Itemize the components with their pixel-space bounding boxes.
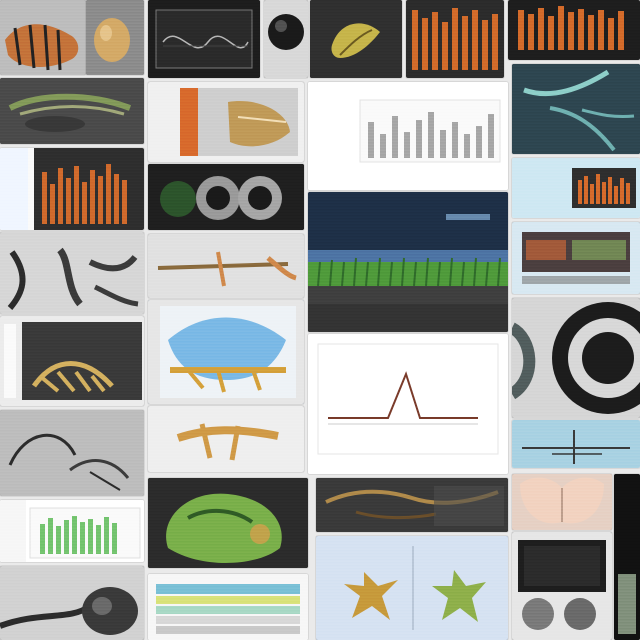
tile-middle-table xyxy=(148,574,308,640)
tile-middle-green-creature xyxy=(148,478,308,568)
tile-left-chart-1 xyxy=(0,148,144,230)
tile-center-roots-art xyxy=(316,478,508,532)
tile-left-tree-roots-art xyxy=(0,232,144,314)
tile-right-edge-strip xyxy=(614,474,640,640)
tile-center-starfish xyxy=(316,536,508,640)
tile-top-screen-waveform-art xyxy=(148,0,260,78)
tile-left-hand-drawn xyxy=(0,410,144,496)
tile-right-monitor-art xyxy=(512,532,612,640)
tile-left-bottom-closeup-art xyxy=(0,566,144,640)
tile-top-left-animal-stripes-art xyxy=(0,0,86,75)
tile-left-hand-drawn-art xyxy=(0,410,144,496)
tile-center-bar-chart-art xyxy=(308,82,508,190)
tile-center-night-field-art xyxy=(308,192,508,332)
tile-left-chart-1-art xyxy=(0,148,144,230)
tile-top-orange-bars xyxy=(406,0,504,78)
tile-top-left-egg-art xyxy=(86,0,144,75)
tile-right-lab-screen xyxy=(512,222,640,294)
tile-right-lab-screen-art xyxy=(512,222,640,294)
tile-left-rib-skeleton-art xyxy=(0,316,144,406)
tile-left-bottom-closeup xyxy=(0,566,144,640)
tile-left-fossil-1-art xyxy=(0,78,144,144)
tile-left-tree-roots xyxy=(0,232,144,314)
tile-right-dark-ring xyxy=(512,298,640,418)
tile-right-small-strip xyxy=(512,420,640,468)
tile-center-line-chart xyxy=(308,334,508,474)
tile-top-orb-art xyxy=(264,0,308,78)
tile-middle-blue-specimen-art xyxy=(148,300,304,404)
tile-middle-blue-specimen xyxy=(148,300,304,404)
tile-right-roots-art xyxy=(512,64,640,154)
tile-middle-bone-art xyxy=(148,234,304,298)
tile-top-left-egg xyxy=(86,0,144,75)
tile-middle-eyes-art xyxy=(148,164,304,230)
tile-top-leaf xyxy=(310,0,402,78)
tile-left-rib-skeleton xyxy=(0,316,144,406)
tile-top-screen-waveform xyxy=(148,0,260,78)
tile-center-bar-chart xyxy=(308,82,508,190)
tile-middle-green-creature-art xyxy=(148,478,308,568)
tile-center-roots xyxy=(316,478,508,532)
tile-top-left-animal-stripes xyxy=(0,0,86,75)
tile-middle-specimen-1-art xyxy=(148,82,304,162)
tile-right-monitor xyxy=(512,532,612,640)
tile-right-roots xyxy=(512,64,640,154)
tile-right-edge-strip-art xyxy=(614,474,640,640)
tile-top-orange-bars-2 xyxy=(508,0,640,60)
tile-center-starfish-art xyxy=(316,536,508,640)
tile-middle-table-art xyxy=(148,574,308,640)
tile-middle-bone-2-art xyxy=(148,406,304,472)
tile-middle-eyes xyxy=(148,164,304,230)
tile-right-dark-ring-art xyxy=(512,298,640,418)
tile-right-small-strip-art xyxy=(512,420,640,468)
tile-top-leaf-art xyxy=(310,0,402,78)
tile-center-night-field xyxy=(308,192,508,332)
tile-right-skin xyxy=(512,474,612,530)
tile-left-fossil-1 xyxy=(0,78,144,144)
tile-center-line-chart-art xyxy=(308,334,508,474)
tile-middle-bone-2 xyxy=(148,406,304,472)
tile-left-green-bars xyxy=(0,500,144,562)
tile-right-orange-chart xyxy=(512,158,640,218)
tile-right-orange-chart-art xyxy=(512,158,640,218)
tile-left-green-bars-art xyxy=(0,500,144,562)
tile-middle-specimen-1 xyxy=(148,82,304,162)
tile-top-orange-bars-art xyxy=(406,0,504,78)
tile-top-orb xyxy=(264,0,308,78)
tile-top-orange-bars-2-art xyxy=(508,0,640,60)
tile-middle-bone xyxy=(148,234,304,298)
tile-right-skin-art xyxy=(512,474,612,530)
